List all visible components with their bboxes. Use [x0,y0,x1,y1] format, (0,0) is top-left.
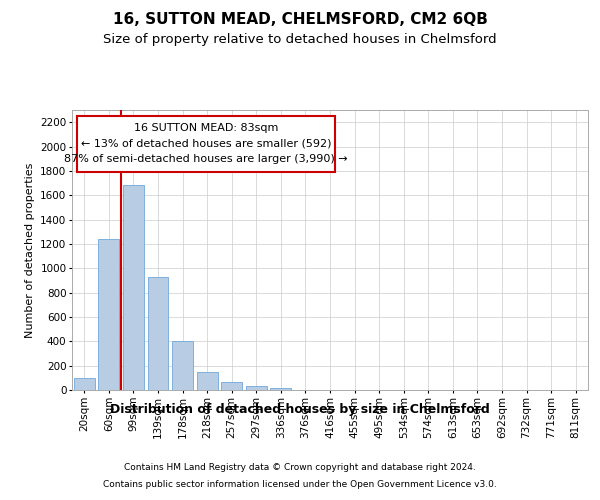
Bar [74,378,95,390]
Text: Size of property relative to detached houses in Chelmsford: Size of property relative to detached ho… [103,32,497,46]
Bar [148,277,169,390]
Y-axis label: Number of detached properties: Number of detached properties [25,162,35,338]
Bar [123,186,144,390]
Text: 16, SUTTON MEAD, CHELMSFORD, CM2 6QB: 16, SUTTON MEAD, CHELMSFORD, CM2 6QB [113,12,487,28]
Bar [172,342,193,390]
Bar [98,239,119,390]
Bar [271,388,292,390]
Bar [221,382,242,390]
FancyBboxPatch shape [77,116,335,172]
Bar [197,372,218,390]
Text: Contains public sector information licensed under the Open Government Licence v3: Contains public sector information licen… [103,480,497,489]
Bar [246,386,267,390]
Text: 16 SUTTON MEAD: 83sqm
← 13% of detached houses are smaller (592)
87% of semi-det: 16 SUTTON MEAD: 83sqm ← 13% of detached … [64,123,348,164]
Text: Contains HM Land Registry data © Crown copyright and database right 2024.: Contains HM Land Registry data © Crown c… [124,462,476,471]
Text: Distribution of detached houses by size in Chelmsford: Distribution of detached houses by size … [110,402,490,415]
